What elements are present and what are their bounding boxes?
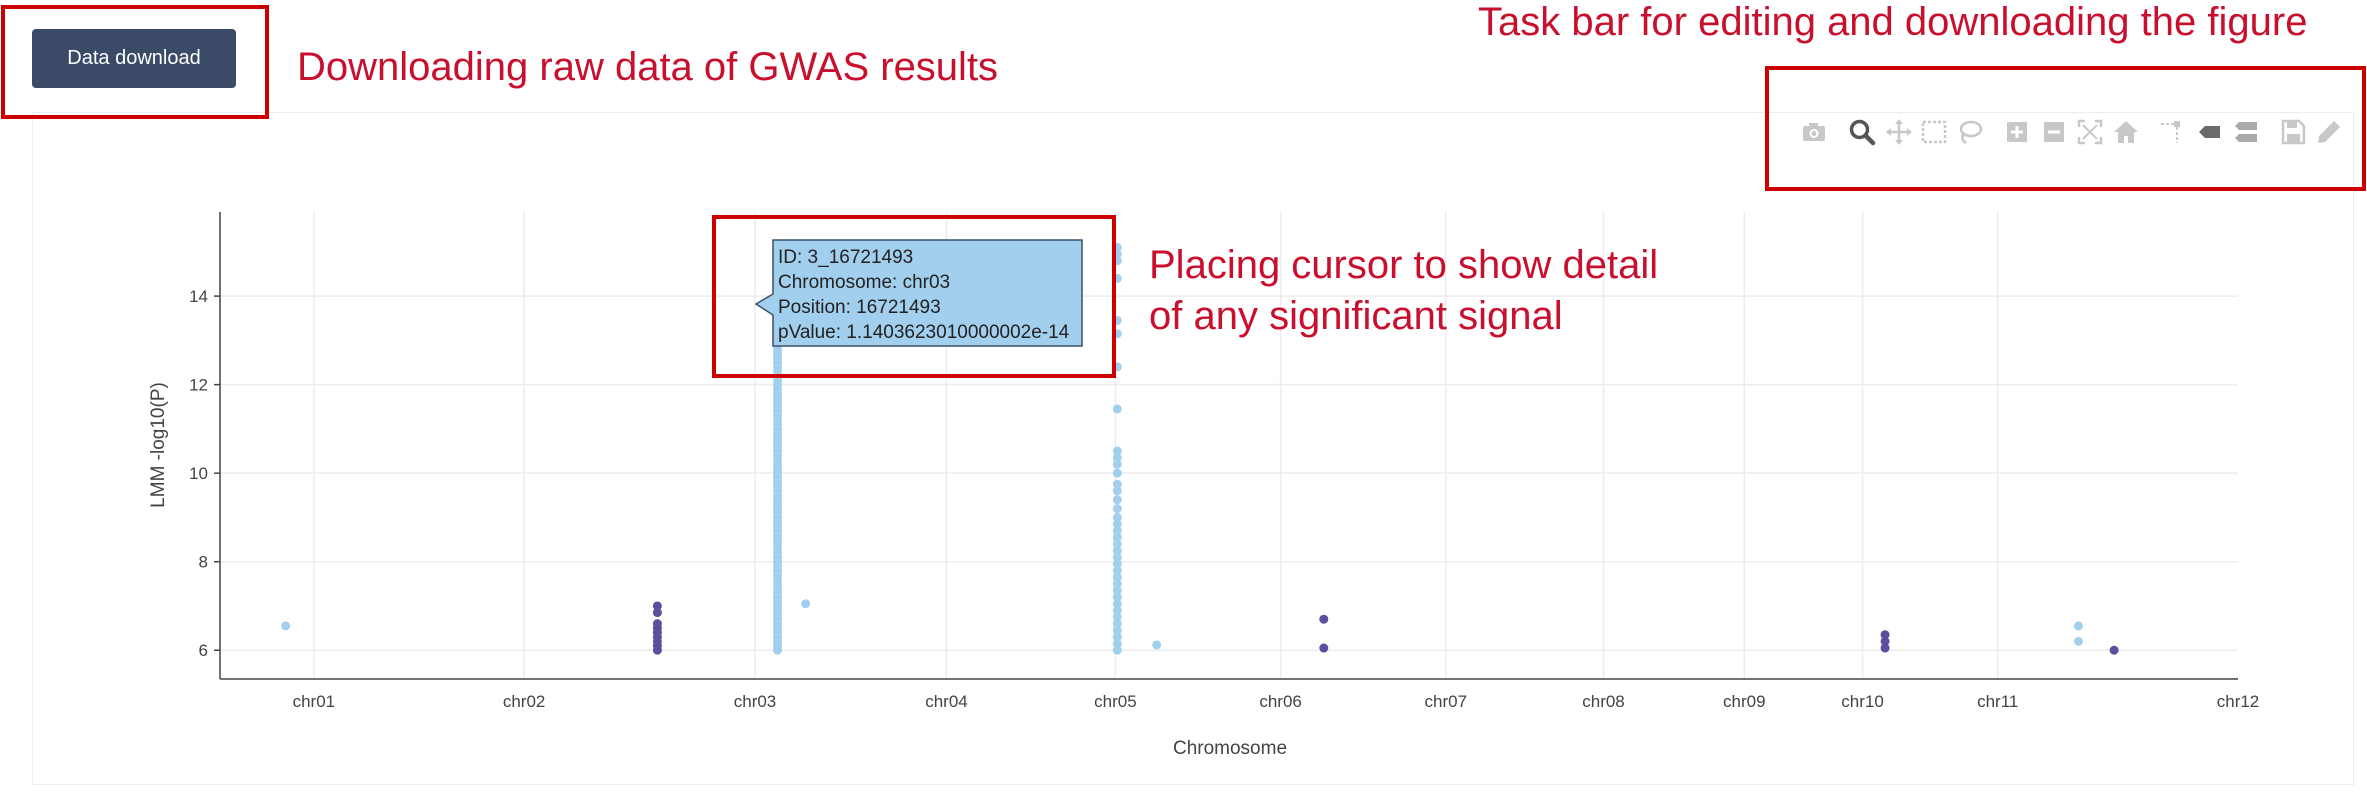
tooltip-pvalue: pValue: 1.1403623010000002e-14 <box>778 322 1070 343</box>
annotation-cursor-line2: of any significant signal <box>1149 294 1563 338</box>
x-tick-label: chr10 <box>1841 692 1884 711</box>
data-point[interactable] <box>1112 605 1122 615</box>
data-point[interactable] <box>1112 479 1122 489</box>
data-point[interactable] <box>2073 636 2083 646</box>
tooltip-chromosome: Chromosome: chr03 <box>778 272 950 293</box>
y-tick-label: 12 <box>189 376 208 395</box>
data-point[interactable] <box>1112 585 1122 595</box>
data-point[interactable] <box>801 599 811 609</box>
zoom-in-icon[interactable] <box>2002 117 2032 147</box>
annotation-download: Downloading raw data of GWAS results <box>297 45 999 89</box>
data-point[interactable] <box>1112 566 1122 576</box>
x-tick-label: chr02 <box>503 692 546 711</box>
tooltip-box <box>754 239 1083 347</box>
data-point[interactable] <box>652 619 662 629</box>
data-point[interactable] <box>1112 512 1122 522</box>
data-point[interactable] <box>1112 468 1122 478</box>
data-point[interactable] <box>1112 552 1122 562</box>
data-point[interactable] <box>1112 486 1122 496</box>
data-point[interactable] <box>1112 404 1122 414</box>
plot-axes <box>219 212 2238 680</box>
zoom-icon[interactable] <box>1847 117 1877 147</box>
data-point[interactable] <box>1112 446 1122 456</box>
y-axis-title: LMM -log10(P) <box>148 382 169 508</box>
data-point[interactable] <box>2109 645 2119 655</box>
tooltip-highlight-box <box>712 215 1116 378</box>
taskbar-highlight-box <box>1765 66 2366 191</box>
x-tick-label: chr01 <box>293 692 336 711</box>
y-tick-label: 10 <box>189 464 208 483</box>
y-tick-label: 6 <box>199 641 208 660</box>
x-tick-label: chr07 <box>1425 692 1468 711</box>
data-point[interactable] <box>1112 546 1122 556</box>
hover-compare-icon[interactable] <box>2231 117 2261 147</box>
data-point[interactable] <box>1112 579 1122 589</box>
annotation-cursor-line1: Placing cursor to show detail <box>1149 243 1659 287</box>
x-tick-label: chr12 <box>2217 692 2260 711</box>
data-point[interactable] <box>1152 640 1162 650</box>
spike-lines-icon[interactable] <box>2157 117 2187 147</box>
plot-grid <box>220 212 2238 679</box>
data-point[interactable] <box>1319 614 1329 624</box>
data-point[interactable] <box>1112 619 1122 629</box>
x-tick-label: chr04 <box>925 692 968 711</box>
data-point[interactable] <box>1112 592 1122 602</box>
box-select-icon[interactable] <box>1919 117 1949 147</box>
data-point[interactable] <box>1112 526 1122 536</box>
hover-tooltip: ID: 3_16721493 Chromosome: chr03 Positio… <box>754 239 1083 347</box>
hover-closest-icon[interactable] <box>2194 117 2224 147</box>
data-point[interactable] <box>1112 532 1122 542</box>
data-point[interactable] <box>652 608 662 618</box>
data-point[interactable] <box>1112 519 1122 529</box>
data-point[interactable] <box>1112 504 1122 514</box>
data-point[interactable] <box>1880 630 1890 640</box>
annotation-taskbar: Task bar for editing and downloading the… <box>1478 0 2308 44</box>
x-tick-label: chr09 <box>1723 692 1766 711</box>
data-point[interactable] <box>1112 559 1122 569</box>
data-point[interactable] <box>1880 636 1890 646</box>
plot-panel <box>32 112 2354 785</box>
x-tick-label: chr06 <box>1259 692 1302 711</box>
camera-icon[interactable] <box>1799 117 1829 147</box>
x-tick-label: chr05 <box>1094 692 1137 711</box>
x-tick-label: chr08 <box>1582 692 1625 711</box>
data-point[interactable] <box>281 621 291 631</box>
download-highlight-box <box>1 5 269 119</box>
data-point[interactable] <box>1112 625 1122 635</box>
data-point[interactable] <box>1112 495 1122 505</box>
tooltip-id: ID: 3_16721493 <box>778 247 913 268</box>
zoom-out-icon[interactable] <box>2039 117 2069 147</box>
data-point[interactable] <box>652 601 662 611</box>
autoscale-icon[interactable] <box>2075 117 2105 147</box>
save-icon[interactable] <box>2278 117 2308 147</box>
data-point[interactable] <box>1112 612 1122 622</box>
data-point[interactable] <box>1112 639 1122 649</box>
x-tick-label: chr03 <box>734 692 777 711</box>
tooltip-position: Position: 16721493 <box>778 297 941 318</box>
x-tick-label: chr11 <box>1977 692 2018 711</box>
y-tick-label: 14 <box>189 287 208 306</box>
data-point[interactable] <box>1880 643 1890 653</box>
data-point[interactable] <box>1319 643 1329 653</box>
x-axis-title: Chromosome <box>1173 738 1287 759</box>
y-tick-label: 8 <box>199 553 208 572</box>
edit-icon[interactable] <box>2314 117 2344 147</box>
data-point[interactable] <box>1112 599 1122 609</box>
data-download-button[interactable]: Data download <box>32 29 236 88</box>
data-point[interactable] <box>1112 539 1122 549</box>
pan-icon[interactable] <box>1884 117 1914 147</box>
data-point[interactable] <box>1112 459 1122 469</box>
data-point[interactable] <box>1112 632 1122 642</box>
data-point[interactable] <box>2073 621 2083 631</box>
data-point[interactable] <box>1112 645 1122 655</box>
lasso-select-icon[interactable] <box>1955 117 1985 147</box>
data-point[interactable] <box>1112 572 1122 582</box>
reset-axes-icon[interactable] <box>2111 117 2141 147</box>
data-point[interactable] <box>1112 453 1122 463</box>
